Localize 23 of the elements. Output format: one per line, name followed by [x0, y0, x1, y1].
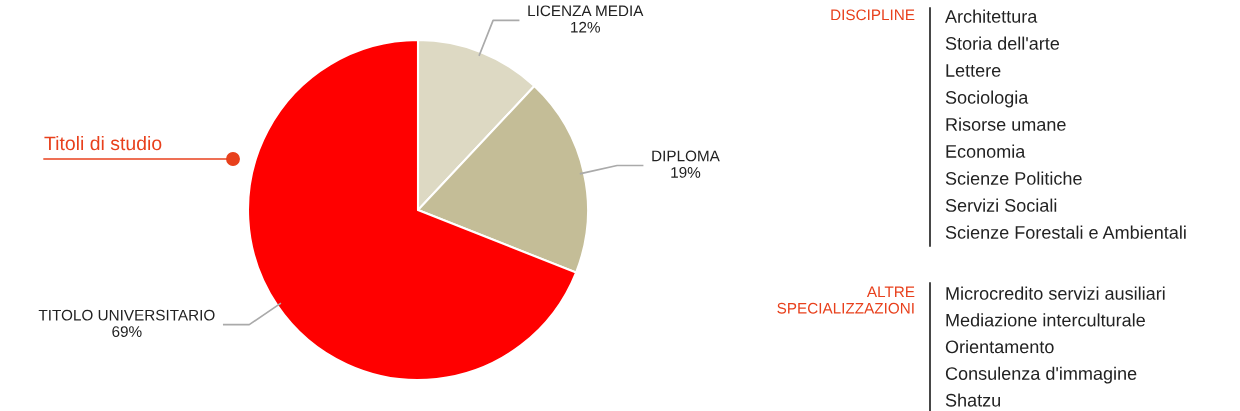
text: Servizi Sociali: [945, 198, 1057, 212]
text: Economia: [946, 144, 1026, 158]
data-label: 19%: [671, 167, 701, 178]
text: Storia dell'arte: [945, 36, 1060, 50]
text: ALTRE SPECIALIZZAZIONI: [777, 286, 915, 314]
text: Scienze Politiche: [945, 171, 1082, 185]
text: Orientamento: [945, 339, 1054, 354]
text: Architettura: [945, 9, 1038, 23]
slice-label: TITOLO UNIVERSITARIO: [38, 309, 215, 321]
text: Shatzu: [945, 393, 1001, 407]
text: Microcredito servizi ausiliari: [946, 286, 1165, 300]
text: Sociologia: [945, 90, 1029, 108]
text: Mediazione interculturale: [946, 313, 1145, 327]
data-label: 12%: [571, 21, 600, 33]
data-label: 69%: [112, 326, 142, 337]
slice-label: DIPLOMA: [652, 150, 720, 162]
text: Risorse umane: [946, 117, 1066, 131]
text: DISCIPLINE: [831, 9, 915, 21]
text: Titoli di studio: [44, 135, 162, 151]
text: Consulenza d'immagine: [945, 366, 1137, 384]
text: Scienze Forestali e Ambientali: [945, 225, 1186, 239]
text: Lettere: [946, 64, 1001, 77]
slice-label: LICENZA MEDIA: [528, 5, 644, 17]
